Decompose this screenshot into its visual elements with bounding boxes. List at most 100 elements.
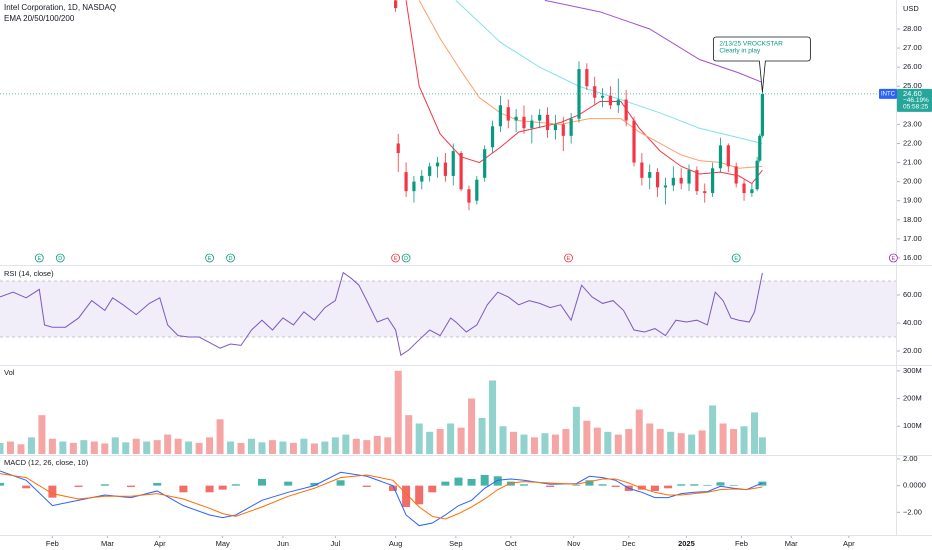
x-tick-label: Mar xyxy=(785,539,798,548)
annotation-text: 2/13/25 VROCKSTAR xyxy=(719,41,783,48)
ema-line xyxy=(455,0,763,144)
macd-histogram-bar xyxy=(284,481,293,486)
volume-bar xyxy=(0,442,4,454)
volume-bar xyxy=(415,423,423,454)
macd-title: MACD (12, 26, close, 10) xyxy=(4,458,89,467)
event-label: D xyxy=(404,256,408,262)
candle-body xyxy=(538,114,542,121)
volume-bar xyxy=(331,437,339,454)
candle-body xyxy=(655,172,660,188)
x-tick-label: Nov xyxy=(567,539,581,548)
macd-histogram-bar xyxy=(362,485,371,487)
symbol-tag xyxy=(879,88,897,99)
volume-bar xyxy=(709,405,717,454)
volume-bar xyxy=(111,437,119,454)
volume-bar xyxy=(122,442,130,454)
candle-body xyxy=(755,160,759,190)
volume-bar xyxy=(520,434,528,454)
macd-histogram-bar xyxy=(126,485,135,487)
volume-bar xyxy=(667,431,675,454)
volume-bar xyxy=(551,434,559,454)
volume-bar xyxy=(604,431,612,454)
volume-bar xyxy=(730,429,738,454)
volume-bar xyxy=(48,438,56,454)
volume-bar xyxy=(489,380,497,454)
macd-histogram-bar xyxy=(493,476,502,486)
volume-bar xyxy=(646,423,654,454)
macd-line xyxy=(0,470,763,527)
x-tick-label: Aug xyxy=(389,539,402,548)
symbol-label: INTC xyxy=(881,91,896,97)
candle-body xyxy=(396,143,400,154)
price-plot xyxy=(394,0,764,211)
macd-histogram-bar xyxy=(598,484,607,486)
macd-histogram-bar xyxy=(179,485,188,493)
volume-bar xyxy=(426,431,434,454)
candle-body xyxy=(545,114,550,131)
volume-bar xyxy=(719,423,727,454)
rsi-band xyxy=(0,281,896,337)
macd-histogram-bar xyxy=(546,485,555,487)
macd-histogram-bar xyxy=(415,485,424,505)
volume-bar xyxy=(206,437,214,454)
macd-histogram-bar xyxy=(454,477,463,486)
candle-body xyxy=(750,189,754,194)
y-tick-label: 2.00 xyxy=(903,454,918,463)
candle-body xyxy=(498,105,502,127)
candle-body xyxy=(522,116,526,129)
macd-histogram-bar xyxy=(664,485,673,489)
volume-bar xyxy=(132,438,140,454)
candle-body xyxy=(679,177,683,184)
macd-histogram-bar xyxy=(205,485,214,493)
candle-body xyxy=(443,162,447,176)
event-label: D xyxy=(229,256,233,262)
event-label: E xyxy=(37,256,41,262)
last-price-tag xyxy=(897,88,932,112)
y-tick-label: 26.00 xyxy=(903,62,922,71)
event-marker xyxy=(564,253,573,263)
volume-bar xyxy=(457,427,465,454)
y-tick-label: 17.00 xyxy=(903,234,922,243)
macd-histogram-bar xyxy=(480,474,489,486)
macd-histogram-bar xyxy=(441,481,450,486)
last-price-label: 24.60 xyxy=(903,89,922,98)
macd-histogram-bar xyxy=(467,478,476,486)
candle-body xyxy=(760,93,764,136)
change-label: −46.19% xyxy=(903,97,929,104)
x-tick-label: Apr xyxy=(154,539,166,548)
x-tick-label: Feb xyxy=(735,539,748,548)
event-label: E xyxy=(567,256,571,262)
volume-bar xyxy=(185,441,193,454)
macd-line xyxy=(0,473,763,520)
volume-bar xyxy=(541,433,549,454)
volume-bar xyxy=(751,412,759,454)
volume-bar xyxy=(38,415,46,454)
event-label: E xyxy=(734,256,738,262)
candle-body xyxy=(608,95,613,106)
y-tick-label: 300M xyxy=(903,366,922,375)
volume-bar xyxy=(656,429,664,454)
y-tick-label: 22.00 xyxy=(903,138,922,147)
volume-bar xyxy=(342,434,350,454)
candle-body xyxy=(640,162,644,178)
rsi-line xyxy=(0,271,763,357)
volume-bar xyxy=(143,441,151,454)
volume-bar xyxy=(90,441,98,454)
volume-bar xyxy=(174,438,182,454)
macd-histogram-bar xyxy=(506,481,515,486)
annotation-text: Clearly in play xyxy=(719,48,761,55)
volume-bar xyxy=(69,442,77,454)
volume-bar xyxy=(625,429,633,454)
candle-body xyxy=(428,166,432,176)
macd-histogram-bar xyxy=(611,485,620,487)
candle-body xyxy=(648,172,652,178)
event-label: E xyxy=(892,256,896,262)
macd-histogram-bar xyxy=(729,484,738,486)
volume-bar xyxy=(384,437,392,454)
y-tick-label: 18.00 xyxy=(903,215,922,224)
candle-body xyxy=(600,95,605,98)
x-tick-label: Mar xyxy=(101,539,114,548)
volume-bar xyxy=(436,429,444,454)
volume-bar xyxy=(688,434,696,454)
y-tick-label: 20.00 xyxy=(903,177,922,186)
